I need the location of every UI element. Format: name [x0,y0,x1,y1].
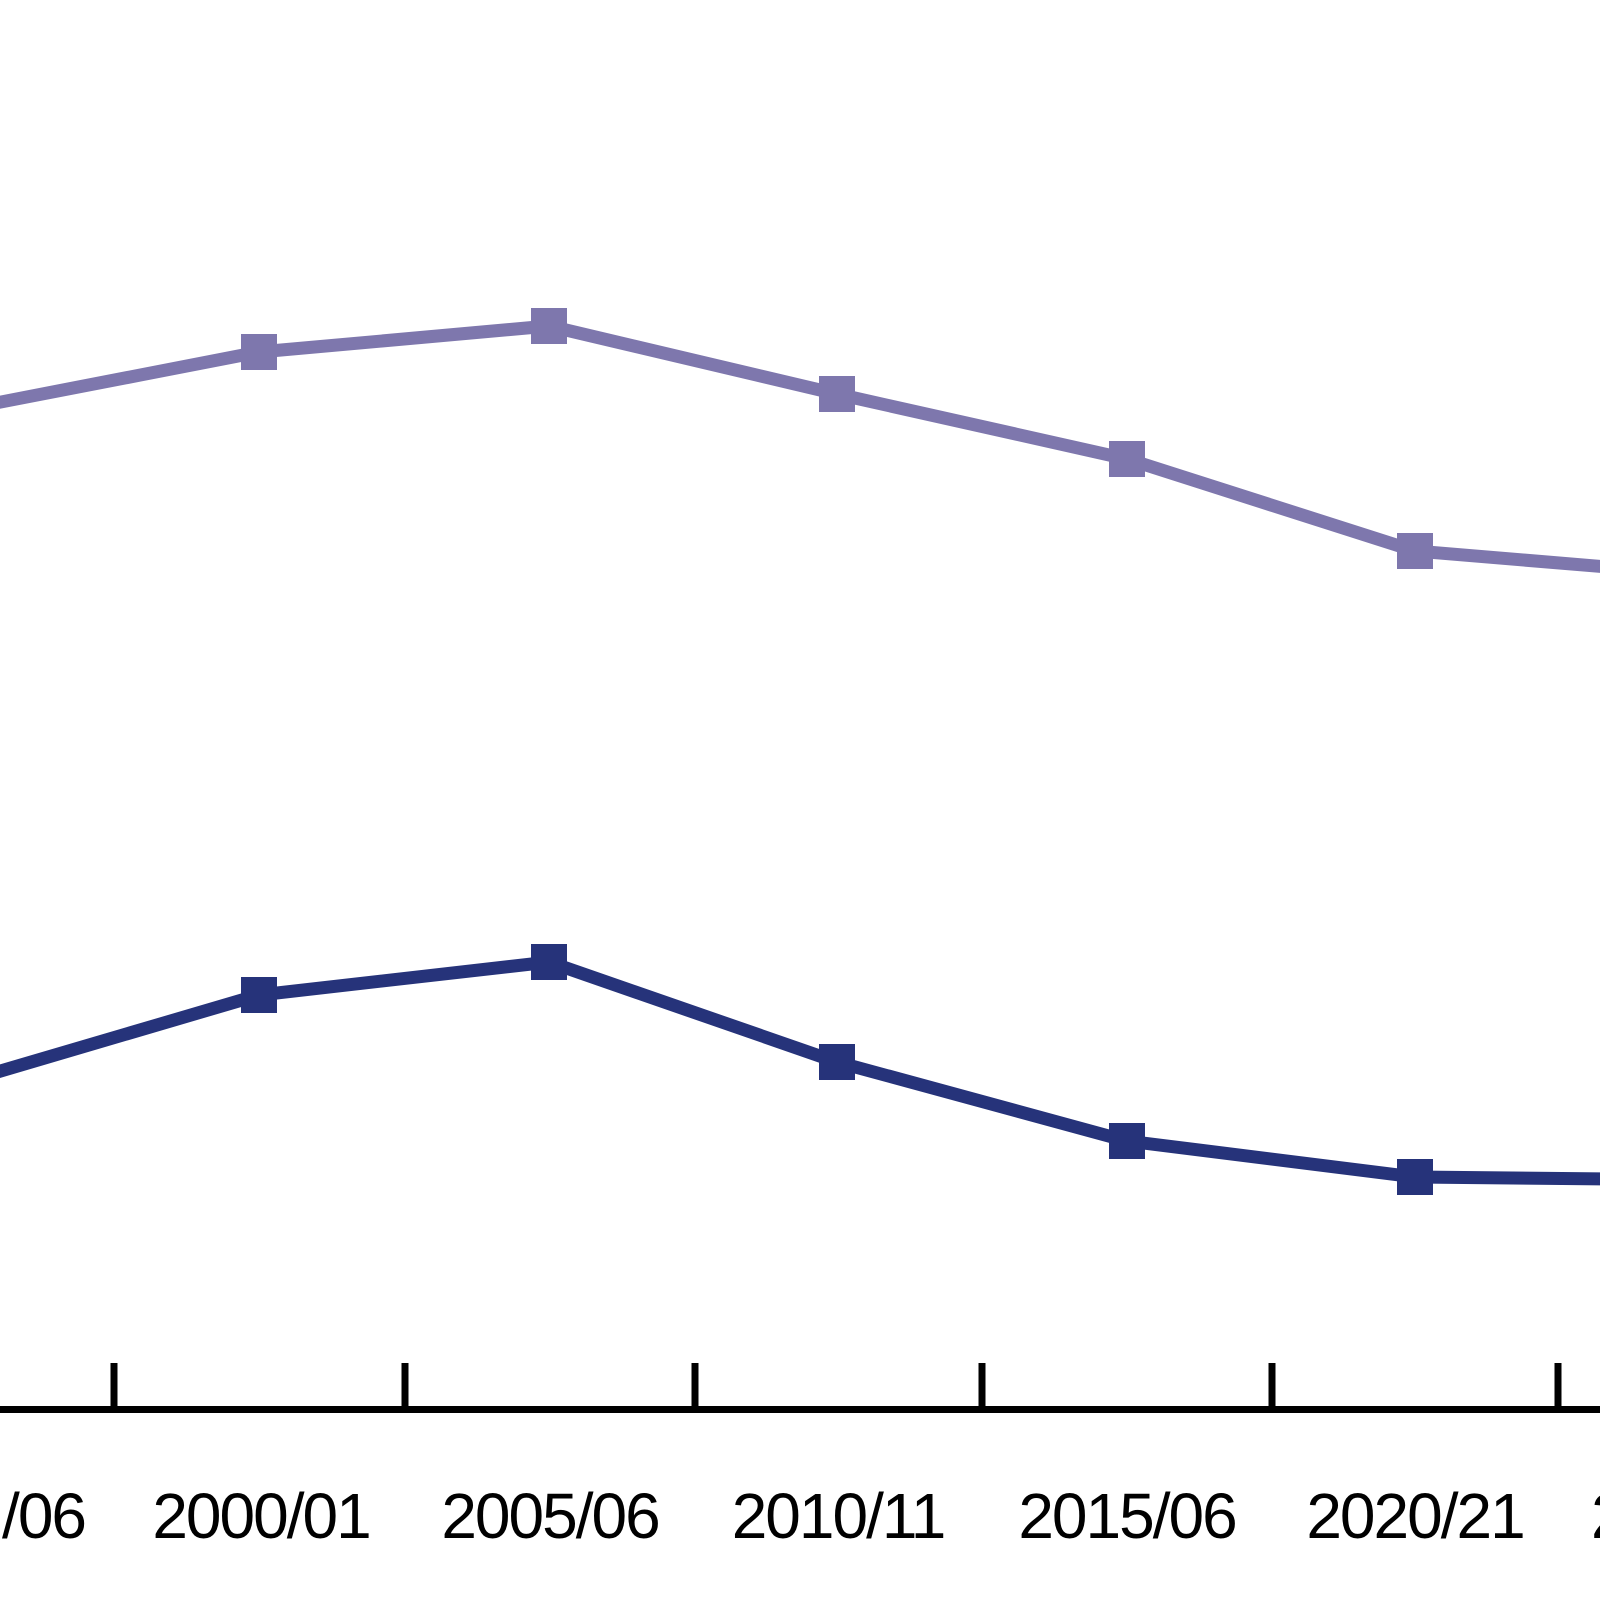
x-axis-label: 2000/01 [152,1480,369,1552]
lower-series-marker [1397,1159,1433,1195]
x-axis-tick [691,1363,699,1406]
x-axis-label: 2005/06 [441,1480,658,1552]
x-axis-tick [110,1363,118,1406]
x-axis-label: 2 [1591,1480,1600,1552]
upper-series-marker [1109,441,1145,477]
series-lower-series [0,944,1600,1195]
upper-series-marker [819,376,855,412]
lower-series-line [0,955,1600,1186]
upper-series-marker [241,334,277,370]
upper-series-line [0,319,1600,573]
x-axis-tick [1268,1363,1276,1406]
lower-series-marker [1109,1123,1145,1159]
x-axis-label: 2015/06 [1018,1480,1235,1552]
lower-series-marker [819,1044,855,1080]
x-axis-tick [1554,1363,1562,1406]
upper-series-marker [1397,533,1433,569]
x-axis-label: /06 [2,1480,85,1552]
series-upper-series [0,308,1600,573]
lower-series-marker [241,977,277,1013]
x-axis-tick [401,1363,409,1406]
x-axis-label: 2020/21 [1306,1480,1523,1552]
x-axis-label: 2010/11 [732,1480,945,1552]
upper-series-marker [531,308,567,344]
x-axis-tick [978,1363,986,1406]
lower-series-marker [531,944,567,980]
x-axis-line [0,1406,1600,1413]
